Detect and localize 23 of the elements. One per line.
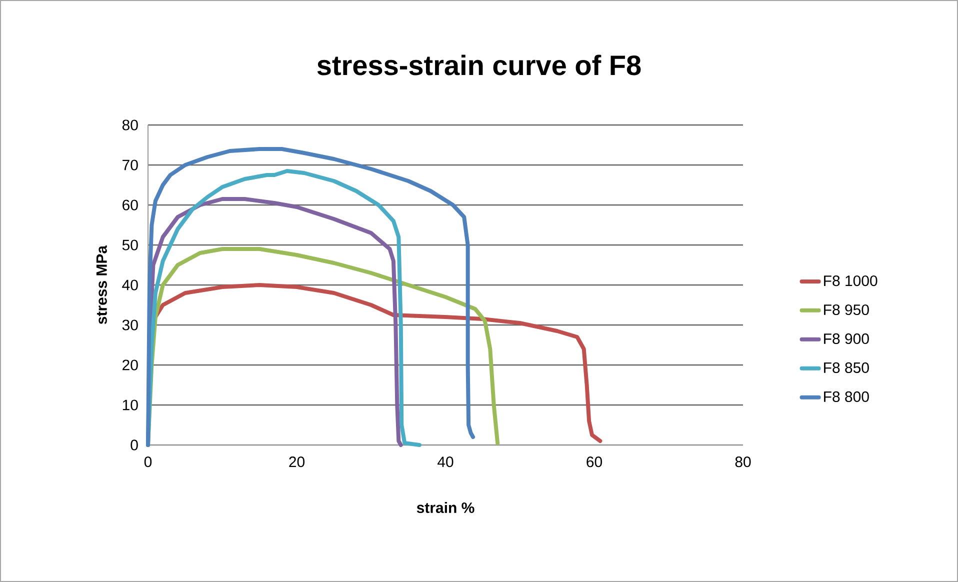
legend-label: F8 850 [824,362,869,373]
y-tick-label: 10 [122,400,138,410]
legend-label: F8 900 [824,333,869,344]
legend-label: F8 1000 [824,275,878,286]
x-axis-title: strain % [416,502,474,514]
y-tick-label: 20 [122,360,138,370]
y-tick-label: 80 [122,120,138,130]
x-tick-label: 80 [735,456,751,468]
chart-title: stress-strain curve of F8 [317,54,641,76]
x-tick-label: 60 [586,456,602,468]
y-tick-label: 50 [122,240,138,250]
legend-label: F8 950 [824,304,869,316]
y-tick-label: 70 [122,160,138,170]
y-axis-title: stress MPa [96,245,107,324]
legend-label: F8 800 [824,391,869,402]
y-tick-label: 40 [122,280,138,290]
y-tick-label: 60 [122,200,138,210]
y-tick-label: 30 [122,320,138,330]
x-tick-label: 20 [289,456,304,468]
y-tick-label: 0 [130,440,138,450]
x-tick-label: 0 [144,456,152,468]
line-series [146,147,476,447]
x-tick-label: 40 [438,456,454,468]
